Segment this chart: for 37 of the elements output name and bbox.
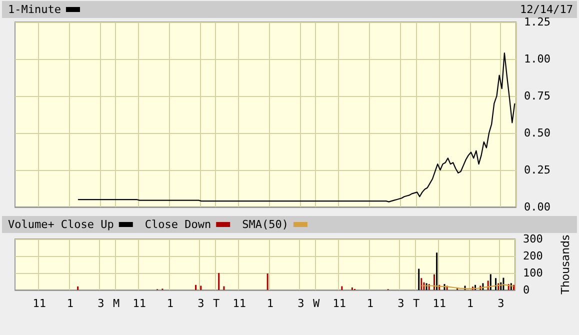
y-tick-label: 0.25 — [524, 164, 550, 176]
x-tick-label: 3 — [98, 297, 104, 310]
x-tick-label: M — [112, 297, 120, 310]
legend-label: 1-Minute — [8, 3, 61, 16]
x-tick-label: W — [312, 297, 320, 310]
x-tick-label: 11 — [432, 297, 446, 310]
x-tick-label: 11 — [232, 297, 246, 310]
legend-title: Volume+ — [8, 218, 55, 231]
x-tick-label: 3 — [198, 297, 204, 310]
legend-label: Close Down — [144, 218, 212, 231]
y-tick-label: 0.00 — [524, 200, 550, 214]
x-tick-label: 11 — [132, 297, 146, 310]
x-tick-label: 3 — [498, 297, 504, 310]
y-tick-label: 0 — [523, 284, 530, 296]
line-series — [77, 52, 516, 202]
x-tick-label: 1 — [266, 297, 274, 310]
x-tick-label: 3 — [298, 297, 304, 310]
legend-label: Close Up — [60, 218, 114, 231]
x-tick-label: 1 — [466, 297, 474, 310]
x-tick-label: T — [212, 297, 220, 310]
text: 12/14/17 — [520, 3, 574, 16]
x-tick-label: 11 — [32, 297, 46, 310]
x-tick-label: 3 — [398, 297, 404, 310]
y-tick-label: 0.50 — [524, 126, 550, 140]
legend-label: SMA(50) — [242, 218, 288, 231]
x-tick-label: 11 — [332, 297, 346, 310]
x-tick-label: 1 — [366, 297, 374, 310]
y-tick-label: 200 — [523, 250, 543, 262]
y-tick-label: 100 — [523, 266, 543, 280]
x-tick-label: 1 — [166, 297, 174, 310]
y-tick-label: 0.75 — [524, 90, 550, 102]
y-tick-label: 1.00 — [524, 52, 550, 66]
y-tick-label: 1.25 — [524, 16, 550, 28]
y-tick-label: 300 — [523, 232, 543, 246]
x-tick-label: 1 — [66, 297, 74, 310]
y-axis-title: Thousands — [559, 234, 572, 296]
x-tick-label: T — [412, 297, 420, 310]
